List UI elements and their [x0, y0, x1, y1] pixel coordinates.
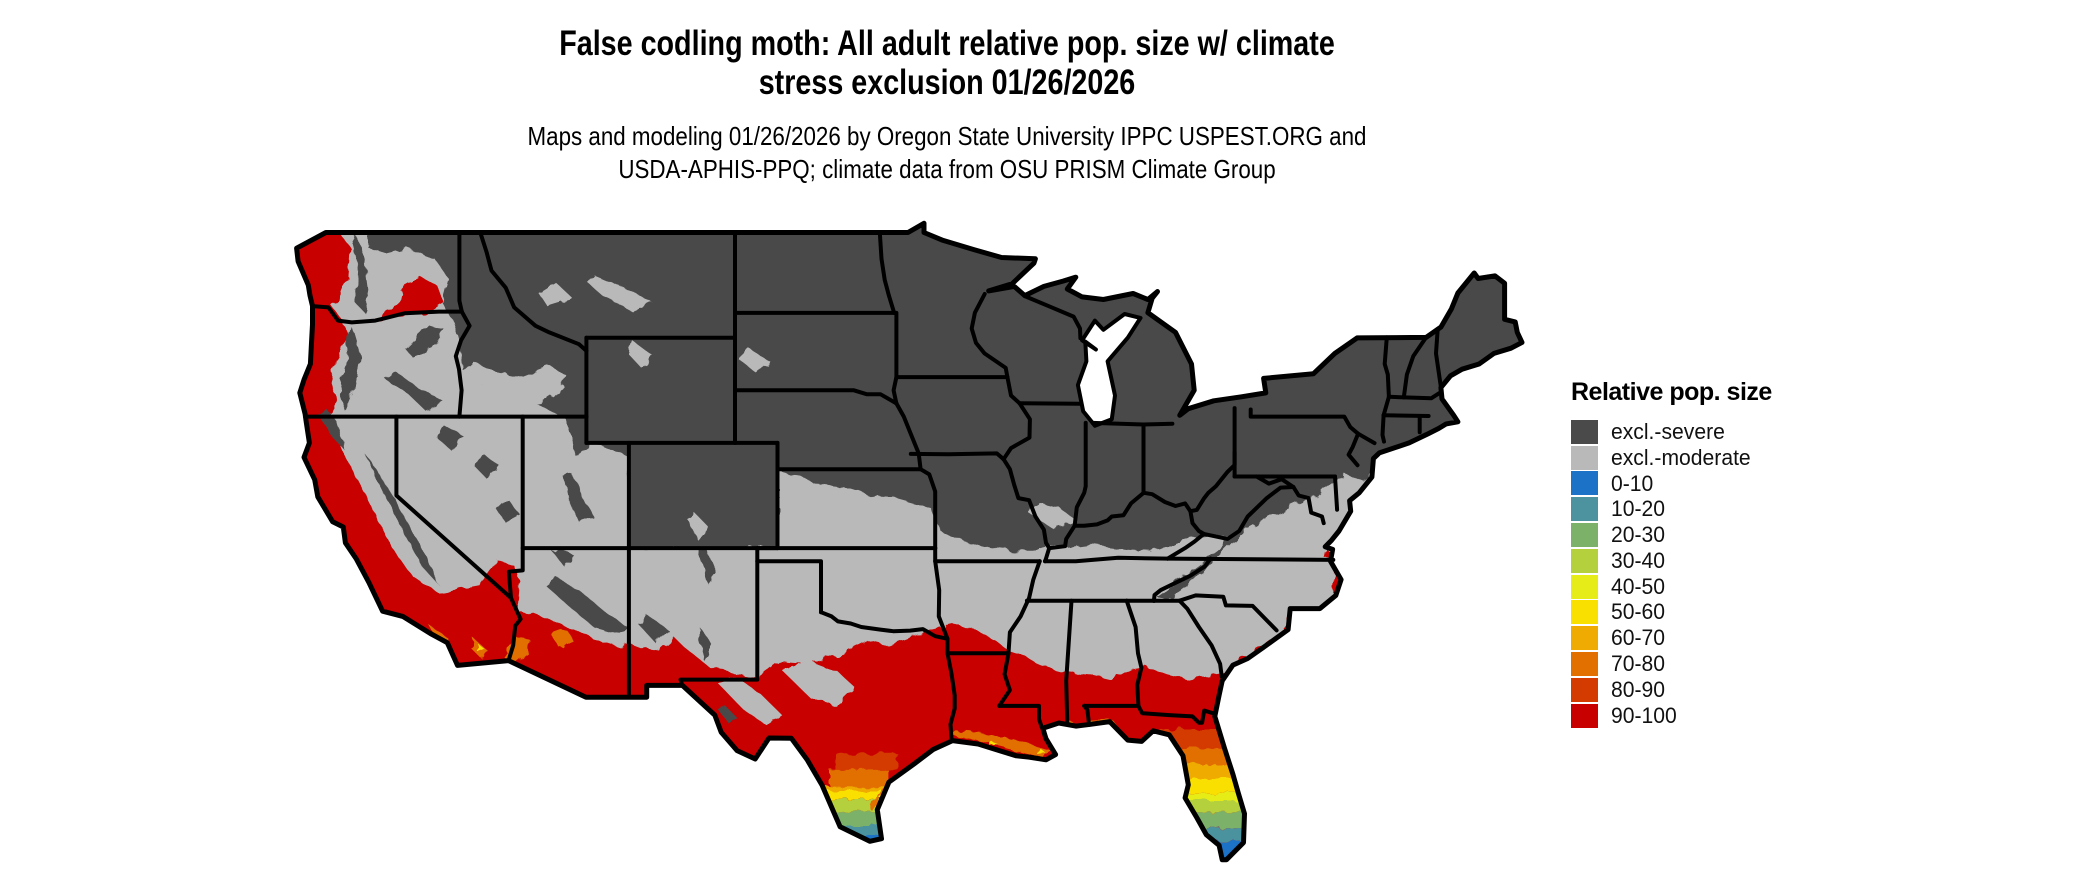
- state-borders: [303, 230, 1443, 743]
- map-svg: [294, 220, 1525, 863]
- legend-swatch: [1571, 574, 1598, 599]
- figure-title-line1: False codling moth: All adult relative p…: [559, 24, 1335, 63]
- legend-swatch: [1571, 548, 1598, 573]
- legend-swatch: [1571, 600, 1598, 625]
- legend-label: 60-70: [1611, 625, 1666, 651]
- legend-swatch: [1571, 497, 1598, 522]
- figure-subtitle-line2: USDA-APHIS-PPQ; climate data from OSU PR…: [618, 154, 1276, 184]
- legend: Relative pop. size excl.-severe excl.-mod…: [1571, 378, 1871, 729]
- legend-items: excl.-severe excl.-moderate 0-10 10-20 20-30…: [1571, 419, 1871, 729]
- figure-header: False codling moth: All adult relative p…: [297, 24, 1597, 186]
- legend-swatch: [1571, 523, 1598, 548]
- figure-subtitle: Maps and modeling 01/26/2026 by Oregon S…: [388, 120, 1506, 186]
- map-fill-layers: [296, 223, 1523, 860]
- legend-item: 50-60: [1571, 599, 1871, 626]
- legend-item: 40-50: [1571, 574, 1871, 600]
- legend-swatch: [1571, 419, 1598, 444]
- legend-swatch: [1571, 626, 1598, 651]
- conus-outline: [294, 220, 1525, 863]
- legend-item: 10-20: [1571, 496, 1871, 522]
- legend-label: excl.-moderate: [1611, 444, 1751, 470]
- legend-label: 20-30: [1611, 522, 1666, 548]
- legend-label: 50-60: [1611, 599, 1666, 625]
- lake-michigan: [1075, 312, 1143, 428]
- legend-item: 80-90: [1571, 677, 1871, 703]
- legend-label: 70-80: [1611, 651, 1666, 677]
- legend-label: 10-20: [1611, 496, 1666, 522]
- legend-swatch: [1571, 652, 1598, 677]
- legend-item: 0-10: [1571, 471, 1871, 497]
- legend-label: 80-90: [1611, 676, 1666, 702]
- legend-swatch: [1571, 471, 1598, 496]
- legend-swatch: [1571, 677, 1598, 702]
- legend-swatch: [1571, 703, 1598, 728]
- figure-title-line2: stress exclusion 01/26/2026: [758, 63, 1136, 102]
- legend-title: Relative pop. size: [1571, 378, 1772, 406]
- legend-item: 70-80: [1571, 651, 1871, 677]
- us-raster-map: [286, 218, 1536, 896]
- legend-item: 30-40: [1571, 548, 1871, 574]
- legend-label: 90-100: [1611, 702, 1677, 728]
- figure-title: False codling moth: All adult relative p…: [414, 24, 1480, 102]
- legend-label: 30-40: [1611, 547, 1666, 573]
- legend-item: 20-30: [1571, 522, 1871, 548]
- legend-label: 40-50: [1611, 573, 1666, 599]
- legend-item: 60-70: [1571, 625, 1871, 651]
- legend-item: excl.-moderate: [1571, 445, 1871, 471]
- legend-label: 0-10: [1611, 470, 1654, 496]
- legend-label: excl.-severe: [1611, 418, 1725, 444]
- figure-subtitle-line1: Maps and modeling 01/26/2026 by Oregon S…: [527, 121, 1367, 151]
- legend-swatch: [1571, 445, 1598, 470]
- legend-item: 90-100: [1571, 703, 1871, 729]
- legend-item: excl.-severe: [1571, 419, 1871, 445]
